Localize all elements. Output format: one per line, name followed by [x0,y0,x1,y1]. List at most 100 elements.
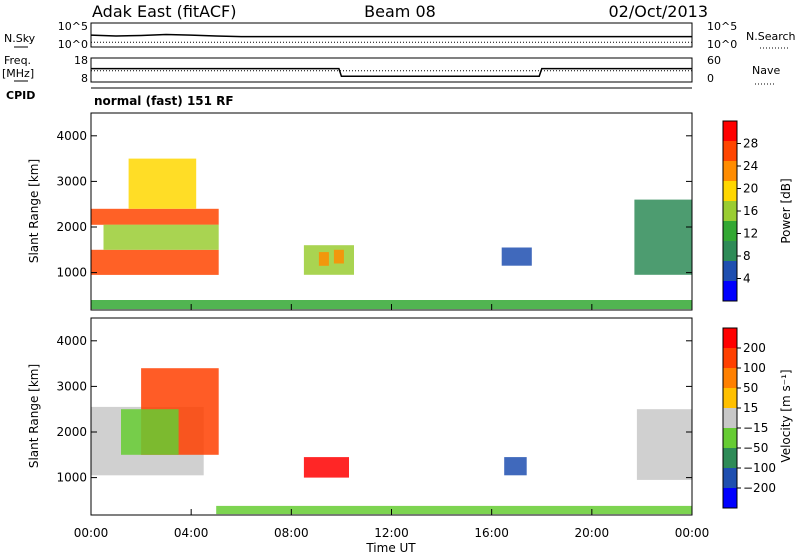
scatter-region [303,245,354,275]
scatter-region [318,252,329,266]
power-y-ticks: 4000 3000 2000 1000 [56,129,692,280]
colorbar-tick-label: 20 [743,182,758,196]
y-tick-label: 3000 [56,174,87,188]
cpid-text: normal (fast) 151 RF [94,94,234,108]
velocity-y-ticks: 4000 3000 2000 1000 [56,334,692,485]
noise-panel [90,22,693,48]
colorbar-segment [723,408,737,428]
noise-left-tick-top: 10^5 [58,20,88,33]
velocity-cbar-label: Velocity [m s⁻¹] [779,369,793,462]
colorbar-segment [723,221,737,241]
colorbar-tick-label: 12 [743,227,758,241]
colorbar-frame [722,327,738,509]
colorbar-segment [723,261,737,281]
x-tick-label: 16:00 [474,526,509,540]
colorbar-segment [723,368,737,388]
scatter-region [634,199,692,275]
scatter-region [91,208,219,225]
y-tick-label: 3000 [56,379,87,393]
nave-label: Nave [752,64,780,77]
colorbar-segment [723,181,737,201]
colorbar-tick-label: 16 [743,204,758,218]
noise-left-tick-bottom: 10^0 [58,38,88,51]
freq-unit-label: [MHz] [2,67,34,80]
y-tick-label: 2000 [56,425,87,439]
scatter-region [121,409,179,455]
colorbar-segment [723,241,737,261]
y-tick-label: 2000 [56,220,87,234]
x-tick-label: 20:00 [575,526,610,540]
velocity-data [91,368,692,515]
power-panel: 4000 3000 2000 1000 Slant Range [km] 28 24 20… [27,112,793,311]
freq-right-tick-bottom: 0 [707,72,714,85]
colorbar-segment [723,121,737,141]
colorbar-tick-label: 15 [743,401,758,415]
power-ylabel: Slant Range [km] [27,159,41,263]
colorbar-tick-label: 200 [743,341,766,355]
x-axis-ticks: 00:00 04:00 08:00 12:00 16:00 20:00 00:00 [74,304,710,540]
colorbar-segment [723,348,737,368]
x-tick-label: 08:00 [274,526,309,540]
y-tick-label: 1000 [56,471,87,485]
station-title: Adak East (fitACF) [92,2,236,21]
power-cbar-label: Power [dB] [779,178,793,243]
freq-series [91,67,692,77]
freq-left-tick-bottom: 8 [81,72,88,85]
x-tick-label: 04:00 [174,526,209,540]
scatter-region [91,249,219,275]
y-tick-label: 4000 [56,334,87,348]
scatter-region [504,457,527,476]
cpid-label: CPID [6,89,35,102]
colorbar-segment [723,281,737,301]
x-axis-label: Time UT [365,541,416,554]
velocity-colorbar: 200 100 50 15 −15 −50 −100 −200 [722,327,776,509]
colorbar-tick-label: 8 [743,249,751,263]
colorbar-tick-label: −100 [743,461,776,475]
freq-left-tick-top: 18 [74,54,88,67]
x-tick-label: 12:00 [374,526,409,540]
x-tick-label: 00:00 [675,526,710,540]
scatter-region [303,457,349,478]
scatter-region [128,158,197,209]
noise-right-tick-bottom: 10^0 [707,38,737,51]
colorbar-tick-label: −15 [743,421,768,435]
colorbar-tick-label: 50 [743,381,758,395]
colorbar-tick-label: 100 [743,361,766,375]
colorbar-segment [723,468,737,488]
colorbar-tick-label: −50 [743,441,768,455]
colorbar-tick-label: 24 [743,159,758,173]
freq-line [91,67,692,77]
colorbar-tick-label: 28 [743,137,758,151]
date-title: 02/Oct/2013 [608,2,708,21]
velocity-panel: 4000 3000 2000 1000 Slant Range [km] 200 100… [27,317,793,516]
nsky-label: N.Sky [4,32,36,45]
colorbar-segment [723,328,737,348]
scatter-region [501,247,532,266]
freq-panel [90,57,693,83]
freq-label: Freq. [4,54,31,67]
colorbar-segment [723,388,737,408]
colorbar-tick-label: −200 [743,481,776,495]
nsearch-label: N.Search [746,30,796,43]
x-tick-label: 00:00 [74,526,109,540]
colorbar-segment [723,141,737,161]
colorbar-segment [723,161,737,181]
nsky-line [90,33,692,38]
colorbar-tick-label: 4 [743,272,751,286]
colorbar-segment [723,201,737,221]
y-tick-label: 4000 [56,129,87,143]
colorbar-segment [723,488,737,508]
colorbar-segment [723,428,737,448]
beam-title: Beam 08 [364,2,436,21]
y-tick-label: 1000 [56,266,87,280]
scatter-region [103,224,219,250]
power-colorbar: 28 24 20 16 12 8 4 [722,120,758,302]
freq-right-tick-top: 60 [707,54,721,67]
scatter-region [216,505,692,515]
colorbar-segment [723,448,737,468]
scatter-region [636,409,692,480]
noise-series [90,33,692,43]
scatter-region [333,249,344,264]
noise-right-tick-top: 10^5 [707,20,737,33]
